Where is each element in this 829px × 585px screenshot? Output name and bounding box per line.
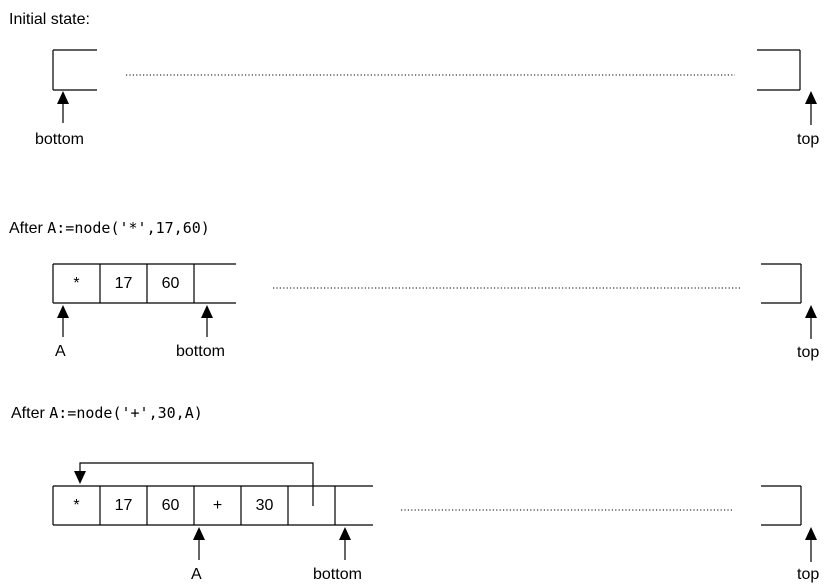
node-2-cell-0: * <box>73 497 80 514</box>
node-2-top-label: top <box>797 566 820 583</box>
node-1-cell-op: * <box>73 275 80 292</box>
node-1-cell-right: 60 <box>161 275 180 292</box>
initial-state-caption: Initial state: <box>9 11 90 28</box>
node-2-top-arrow-icon <box>805 527 817 562</box>
node-2-cell-3: + <box>212 497 223 514</box>
node-1-bottom-label: bottom <box>176 343 225 360</box>
node-1-cell-left: 17 <box>114 275 133 292</box>
node-1-bottom-arrow-icon <box>201 305 213 337</box>
initial-bottom-label: bottom <box>35 131 84 148</box>
node-2-bottom-arrow-icon <box>339 527 351 560</box>
node-2-a-label: A <box>191 566 202 583</box>
initial-bottom-arrow-icon <box>57 91 69 123</box>
node-1-caption-prefix: After <box>9 220 48 237</box>
node-1-caption-code: A:=node('*',17,60) <box>47 219 210 237</box>
node-2-cell-2: 60 <box>161 497 180 514</box>
node-2-caption: After A:=node('+',30,A) <box>11 406 203 422</box>
initial-top-label: top <box>797 131 820 148</box>
node-2-caption-code: A:=node('+',30,A) <box>49 404 203 422</box>
node-2-cell-4: 30 <box>255 497 274 514</box>
node-2-top-cell <box>761 485 802 526</box>
node-1-a-arrow-icon <box>57 305 69 337</box>
initial-top-cell <box>757 49 801 91</box>
node-2-cell-1: 17 <box>114 497 133 514</box>
pointer-link-arrow-icon <box>74 462 314 506</box>
node-1-cells <box>52 263 236 304</box>
node-1-top-arrow-icon <box>805 305 817 339</box>
node-1-top-cell <box>761 263 802 304</box>
initial-top-arrow-icon <box>805 91 817 125</box>
node-1-top-label: top <box>797 344 820 361</box>
initial-bottom-cell <box>52 49 97 91</box>
node-1-caption: After A:=node('*',17,60) <box>9 221 210 237</box>
node-2-cells <box>52 485 373 526</box>
node-2-bottom-label: bottom <box>313 566 362 583</box>
node-2-caption-prefix: After <box>11 405 50 422</box>
node-1-a-label: A <box>55 343 66 360</box>
node-2-a-arrow-icon <box>193 527 205 560</box>
